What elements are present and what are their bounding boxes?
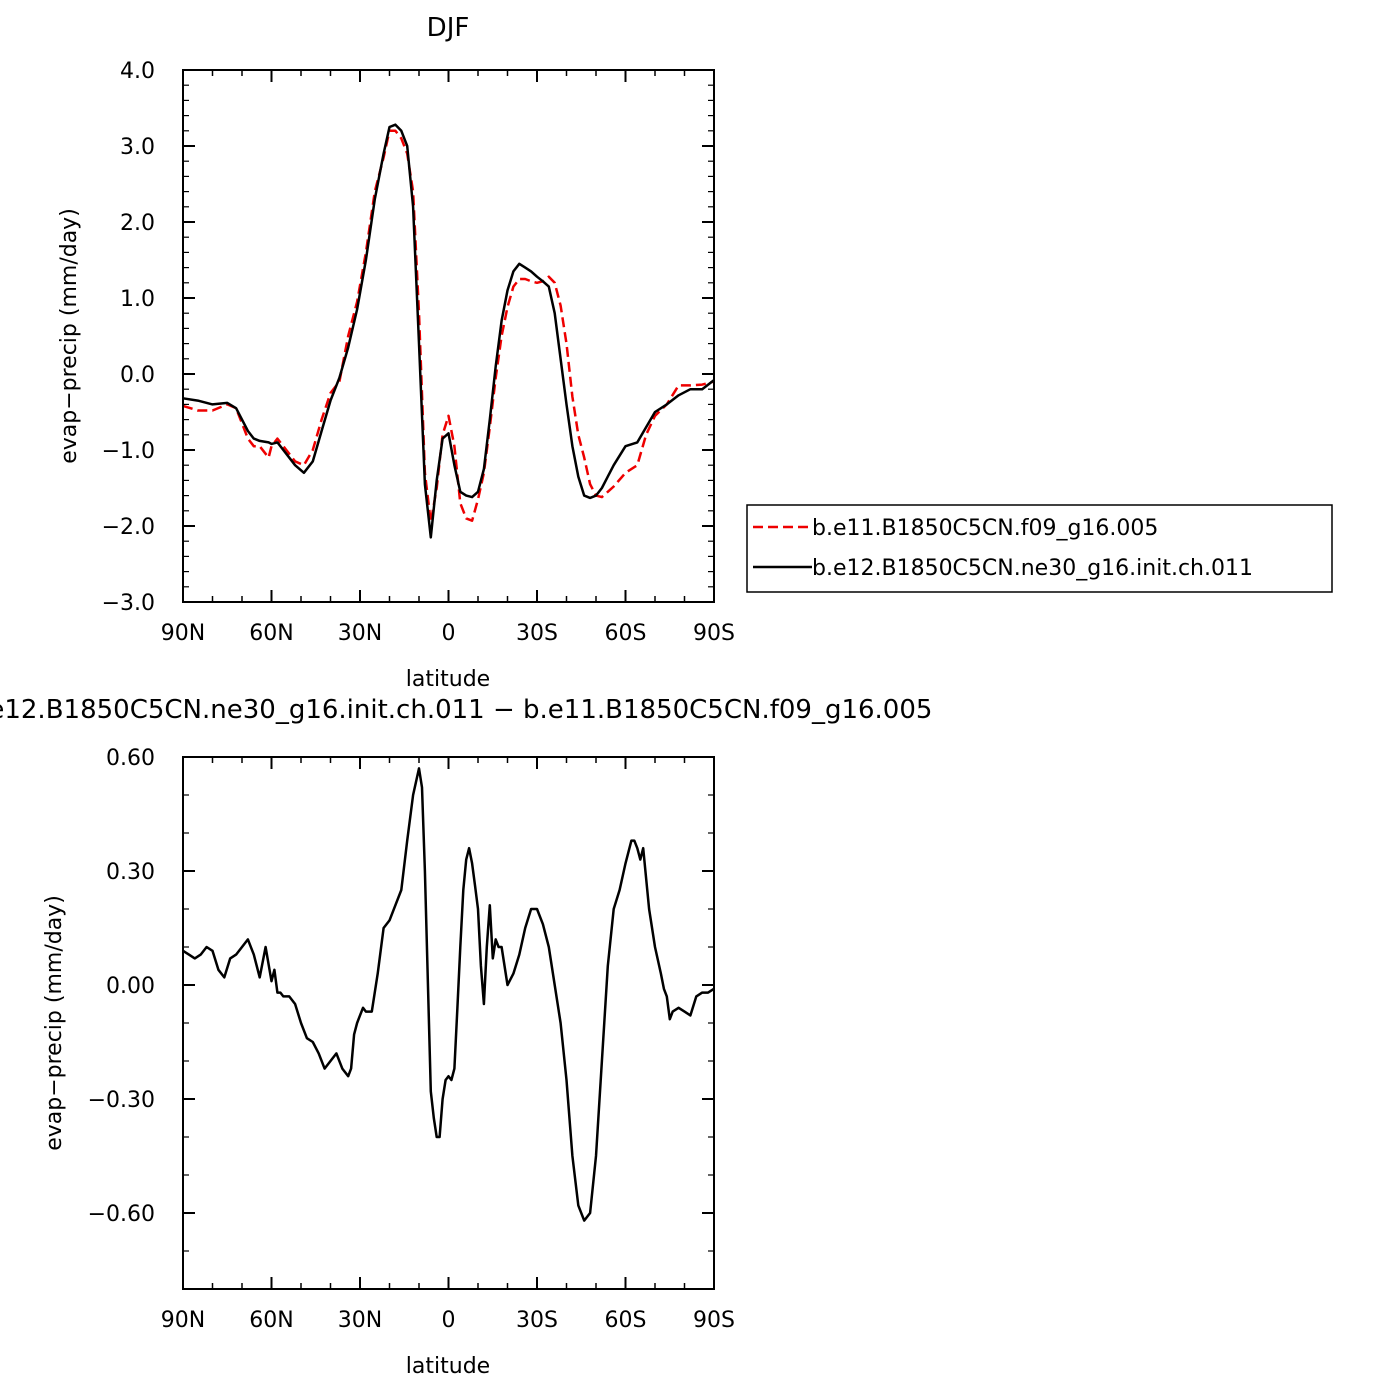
bottom-chart-y-axis-label: evap−precip (mm/day)	[42, 895, 67, 1151]
y-tick-label: 4.0	[120, 59, 155, 84]
y-tick-label: 0.0	[120, 363, 155, 388]
x-tick-label: 90N	[161, 1308, 205, 1333]
bottom-chart-series	[182, 767, 715, 1222]
x-tick-label: 30S	[516, 1308, 558, 1333]
bottom-chart-frame	[182, 756, 715, 1290]
bottom-chart: b.e12.B1850C5CN.ne30_g16.init.ch.011 − b…	[0, 695, 932, 1379]
y-tick-label: −0.60	[88, 1202, 155, 1227]
legend: b.e11.B1850C5CN.f09_g16.005 b.e12.B1850C…	[746, 504, 1333, 593]
top-chart-title: DJF	[427, 13, 470, 43]
x-tick-label: 60S	[605, 621, 647, 646]
bottom-chart-title: b.e12.B1850C5CN.ne30_g16.init.ch.011 − b…	[0, 695, 932, 725]
y-tick-label: −3.0	[102, 591, 155, 616]
y-tick-label: −0.30	[88, 1088, 155, 1113]
series-line-1	[182, 129, 715, 524]
y-tick-label: −1.0	[102, 439, 155, 464]
legend-label-series-1: b.e11.B1850C5CN.f09_g16.005	[812, 516, 1158, 541]
series-line-1	[182, 767, 715, 1222]
top-chart-series	[182, 123, 715, 539]
top-chart: DJF 90N 60N 30N 0 30S 60S 90S −3.0 −2.0 −1.0 0.0 1.…	[57, 13, 735, 692]
legend-label-series-2: b.e12.B1850C5CN.ne30_g16.init.ch.011	[812, 556, 1253, 581]
series-line-2	[182, 123, 715, 539]
y-tick-label: −2.0	[102, 515, 155, 540]
top-chart-x-axis-label: latitude	[406, 667, 490, 692]
x-tick-label: 30N	[338, 1308, 382, 1333]
x-tick-label: 90S	[693, 621, 735, 646]
y-tick-label: 2.0	[120, 211, 155, 236]
y-tick-label: 0.60	[106, 746, 155, 771]
top-chart-y-axis-label: evap−precip (mm/day)	[57, 208, 82, 464]
x-tick-label: 30S	[516, 621, 558, 646]
bottom-chart-ticks: 90N 60N 30N 0 30S 60S 90S −0.60 −0.30 0.00 0.30 0.6…	[88, 746, 735, 1333]
y-tick-label: 0.00	[106, 974, 155, 999]
top-chart-frame	[182, 69, 715, 603]
x-tick-label: 30N	[338, 621, 382, 646]
x-tick-label: 90S	[693, 1308, 735, 1333]
y-tick-label: 1.0	[120, 287, 155, 312]
y-tick-label: 3.0	[120, 135, 155, 160]
x-tick-label: 0	[442, 621, 456, 646]
x-tick-label: 60N	[249, 1308, 293, 1333]
y-tick-label: 0.30	[106, 860, 155, 885]
legend-box	[746, 504, 1333, 593]
bottom-chart-x-axis-label: latitude	[406, 1354, 490, 1379]
x-tick-label: 0	[442, 1308, 456, 1333]
x-tick-label: 90N	[161, 621, 205, 646]
x-tick-label: 60N	[249, 621, 293, 646]
x-tick-label: 60S	[605, 1308, 647, 1333]
